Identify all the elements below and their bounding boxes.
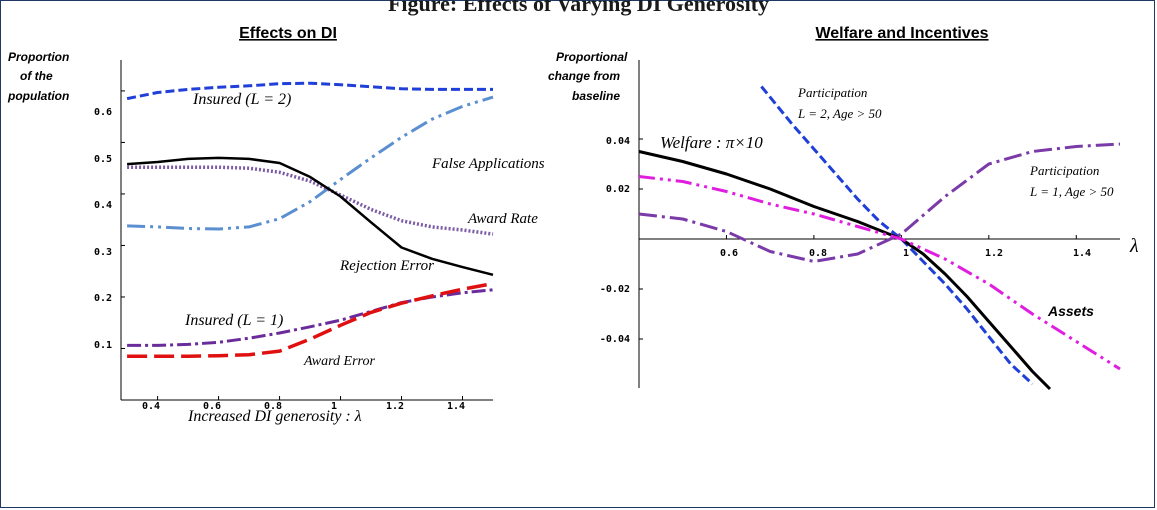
- left-xtick-label: 0.6: [203, 401, 221, 412]
- right-ytick-label: -0.02: [600, 284, 630, 295]
- left-xlabel: Increased DI generosity : λ: [187, 408, 362, 425]
- page-title: Figure: Effects of Varying DI Generosity: [387, 0, 770, 16]
- left-ylabel-line1: Proportion: [8, 50, 69, 64]
- series-line-false-applications: [127, 95, 494, 231]
- label-false-applications: False Applications: [431, 156, 545, 172]
- series-line-insured-l2: [126, 81, 493, 101]
- left-ytick-label: 0.6: [94, 107, 112, 118]
- right-ylabel-line2: change from: [548, 69, 620, 83]
- left-chart-title: Effects on DI: [239, 25, 337, 42]
- left-xtick-label: 0.8: [264, 401, 282, 412]
- right-xtick-label: 0.8: [809, 248, 827, 259]
- label-insured-l2: Insured (L = 2): [192, 91, 291, 108]
- label-welfare: Welfare : π×10: [660, 133, 763, 152]
- label-assets: Assets: [1047, 303, 1094, 319]
- left-ytick-label: 0.4: [94, 200, 112, 211]
- right-ytick-label: 0.02: [606, 184, 630, 195]
- left-ytick-label: 0.2: [94, 293, 112, 304]
- label-participation-l2-sub: L = 2, Age > 50: [797, 106, 882, 121]
- series-line-participation-l1: [638, 142, 1121, 263]
- right-xtick-label: 1.2: [985, 248, 1003, 259]
- series-line-insured-l1: [127, 288, 494, 347]
- right-xtick-label: 0.6: [720, 248, 738, 259]
- label-award-error: Award Error: [303, 354, 375, 369]
- left-xtick-label: 1.4: [447, 401, 465, 412]
- label-insured-l1: Insured (L = 1): [184, 312, 283, 329]
- left-ylabel-line3: population: [7, 89, 69, 103]
- series-line-assets: [638, 175, 1121, 371]
- label-participation-l2: Participation: [797, 85, 867, 100]
- right-xtick-label: 1: [903, 248, 909, 259]
- label-participation-l1-sub: L = 1, Age > 50: [1029, 184, 1114, 199]
- right-chart-title: Welfare and Incentives: [815, 25, 988, 42]
- left-axis-ticks: [121, 90, 464, 400]
- right-xtick-label: 1.4: [1073, 248, 1091, 259]
- left-xtick-label: 1: [331, 401, 337, 412]
- left-series-group: [126, 81, 494, 358]
- right-ytick-label: 0.04: [606, 136, 630, 147]
- label-participation-l1: Participation: [1029, 163, 1099, 178]
- right-chart: Welfare and Incentives Proportional chan…: [548, 25, 1139, 391]
- right-ylabel-line1: Proportional: [556, 50, 628, 64]
- label-rejection-error: Rejection Error: [339, 258, 434, 274]
- right-ytick-label: -0.04: [600, 334, 630, 345]
- series-line-award-rate: [127, 165, 494, 236]
- left-chart: Effects on DI Proportion of the populati…: [7, 25, 545, 425]
- series-line-rejection-error: [127, 156, 494, 277]
- right-series-group: [638, 85, 1121, 391]
- right-xlabel: λ: [1129, 235, 1139, 257]
- series-line-welfare: [638, 150, 1052, 391]
- series-line-award-error: [127, 281, 494, 358]
- left-xtick-label: 0.4: [142, 401, 160, 412]
- left-ytick-label: 0.1: [94, 340, 112, 351]
- left-ytick-label: 0.3: [94, 247, 112, 258]
- right-axis-ticks: [639, 138, 1077, 340]
- left-xtick-label: 1.2: [386, 401, 404, 412]
- right-ylabel-line3: baseline: [572, 89, 620, 103]
- left-ytick-label: 0.5: [94, 154, 112, 165]
- series-line-participation-l2: [760, 85, 1034, 386]
- left-ylabel-line2: of the: [20, 69, 53, 83]
- label-award-rate: Award Rate: [467, 211, 538, 227]
